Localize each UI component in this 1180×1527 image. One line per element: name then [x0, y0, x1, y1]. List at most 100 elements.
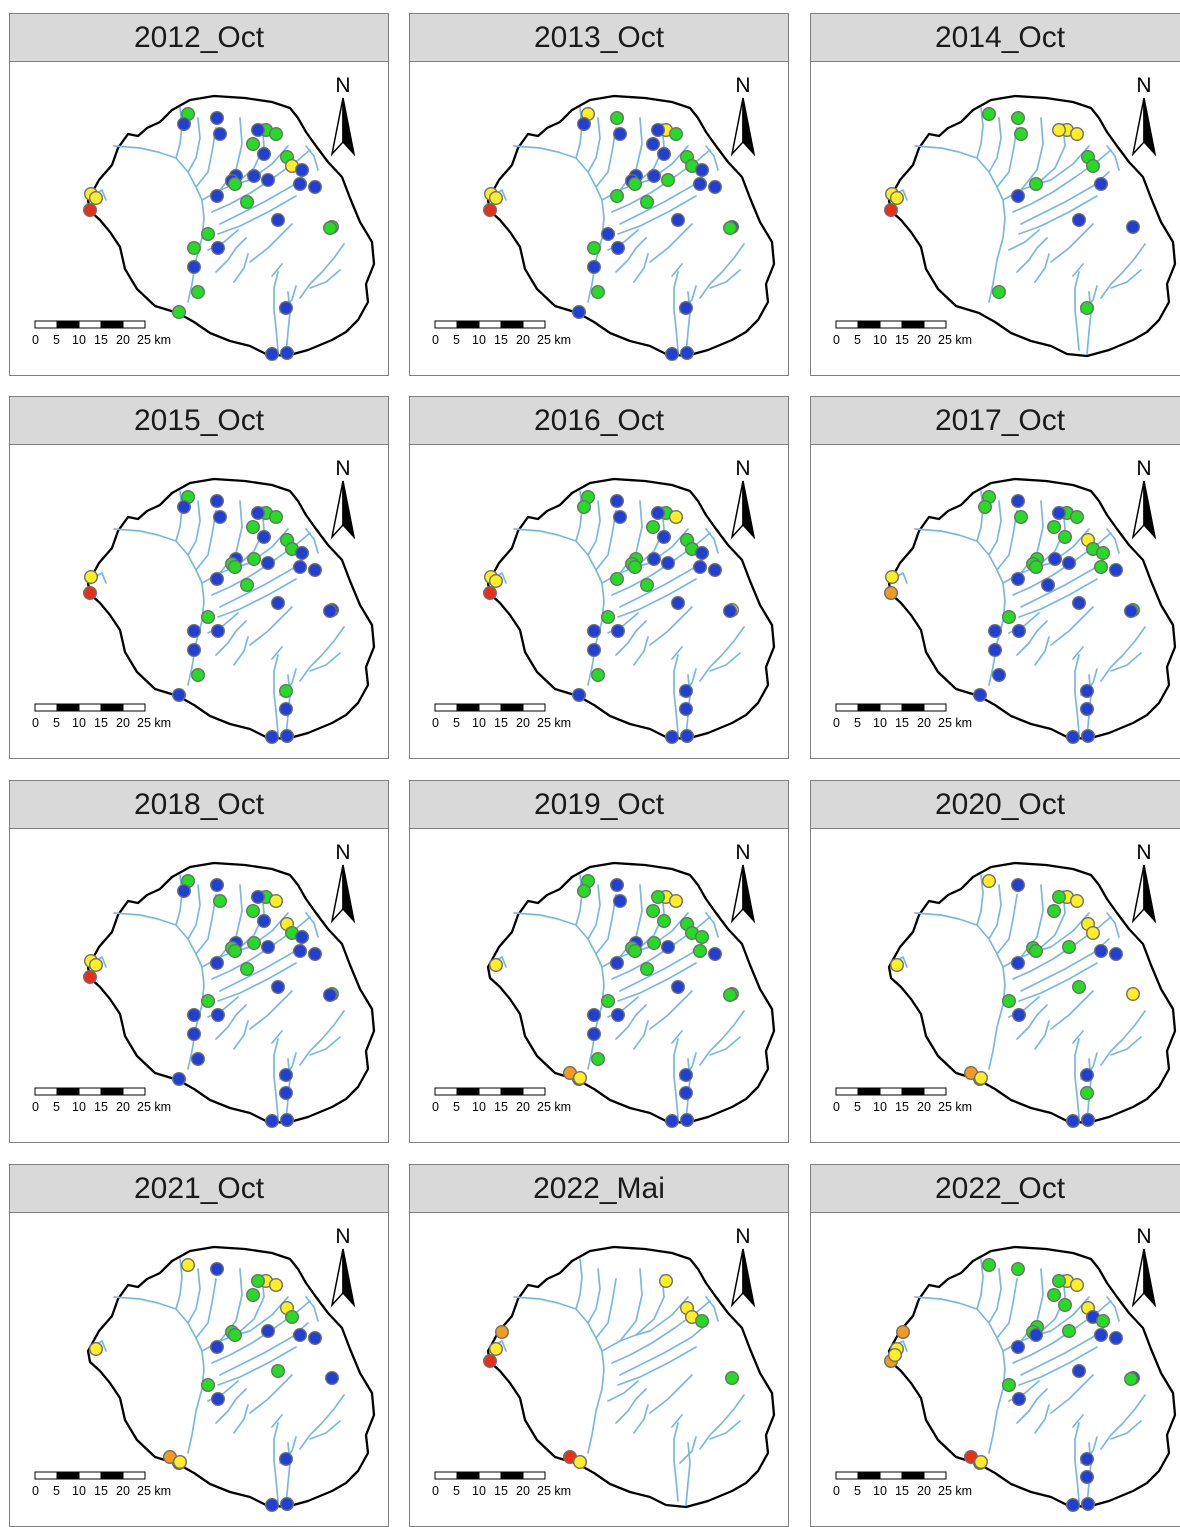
scale-bar-label: 15: [895, 716, 909, 730]
site-marker: [186, 642, 201, 657]
river: [271, 1414, 283, 1428]
river: [273, 271, 279, 351]
site-markers: [482, 1274, 740, 1469]
site-marker: [293, 559, 308, 574]
river: [619, 1274, 665, 1342]
river: [996, 510, 1018, 571]
site-marker: [176, 117, 191, 132]
river: [633, 253, 649, 283]
site-marker: [264, 1114, 279, 1129]
site-marker: [323, 987, 338, 1002]
site-marker: [190, 1051, 205, 1066]
site-marker: [323, 603, 338, 618]
site-marker: [639, 577, 654, 592]
site-marker: [1124, 603, 1139, 618]
site-marker: [576, 884, 591, 899]
site-marker: [279, 300, 294, 315]
site-marker: [285, 1309, 300, 1324]
river: [988, 966, 1006, 1070]
river: [175, 490, 183, 542]
scale-bar-label: 10: [472, 1100, 486, 1114]
river: [619, 1322, 709, 1376]
river: [1034, 1020, 1050, 1050]
river: [705, 912, 719, 938]
river: [249, 223, 293, 263]
river: [217, 1346, 297, 1386]
site-marker: [1010, 878, 1025, 893]
panel-title: 2014_Oct: [811, 14, 1180, 62]
site-marker: [171, 1071, 186, 1086]
site-marker: [308, 562, 323, 577]
scale-bar-label: 20: [917, 1484, 931, 1498]
river: [1106, 912, 1120, 938]
site-marker: [1011, 1391, 1026, 1406]
site-marker: [1046, 903, 1061, 918]
river: [1106, 145, 1120, 171]
scale-bar-label: 10: [472, 333, 486, 347]
river: [271, 263, 283, 277]
site-marker: [271, 212, 286, 227]
river: [1106, 528, 1120, 554]
scale-bar-label: 20: [516, 716, 530, 730]
site-marker: [210, 240, 225, 255]
site-marker: [1126, 986, 1141, 1001]
site-marker: [671, 979, 686, 994]
site-marker: [609, 878, 624, 893]
site-marker: [209, 1262, 224, 1277]
north-arrow-icon: N: [1131, 457, 1157, 540]
site-marker: [308, 179, 323, 194]
scale-bar: 0 5 10 15 20 25 km: [432, 1471, 571, 1498]
scale-bar-label: 10: [72, 1100, 86, 1114]
site-marker: [1070, 893, 1085, 908]
river: [305, 1296, 319, 1322]
scale-bar-label: 10: [72, 716, 86, 730]
panel-title: 2018_Oct: [10, 781, 388, 829]
site-marker: [280, 1497, 295, 1512]
site-marker: [669, 893, 684, 908]
site-marker: [1001, 609, 1016, 624]
river: [635, 528, 689, 568]
site-marker: [227, 1327, 242, 1342]
coastline: [86, 861, 376, 1125]
river: [699, 1394, 745, 1450]
scale-bar-label: 20: [516, 1100, 530, 1114]
scale-bar-label: 25 km: [938, 1100, 972, 1114]
site-marker: [325, 1370, 340, 1385]
island-map: N 0 5 10 15 20 25 km: [410, 62, 788, 375]
site-marker: [695, 1313, 710, 1328]
scale-bar-label: 20: [116, 716, 130, 730]
site-marker: [210, 1007, 225, 1022]
site-marker: [612, 893, 627, 908]
site-marker: [1051, 506, 1066, 521]
coastline: [486, 477, 776, 741]
river: [249, 1374, 293, 1414]
site-marker: [190, 284, 205, 299]
north-label: N: [1136, 1225, 1151, 1248]
island-map-svg: N 0 5 10 15 20 25 km: [32, 841, 376, 1129]
site-marker: [664, 730, 679, 745]
site-marker: [646, 935, 661, 950]
site-marker: [660, 172, 675, 187]
site-marker: [671, 595, 686, 610]
river: [595, 510, 617, 571]
site-marker: [176, 884, 191, 899]
scale-bar-label: 20: [917, 333, 931, 347]
river: [1072, 1030, 1084, 1044]
site-marker: [609, 571, 624, 586]
site-marker: [610, 1007, 625, 1022]
scale-bar-label: 0: [32, 1484, 39, 1498]
river: [617, 962, 697, 1002]
site-marker: [1080, 1067, 1095, 1082]
site-marker: [669, 126, 684, 141]
site-marker: [650, 890, 665, 905]
site-marker: [209, 111, 224, 126]
panel-title: 2021_Oct: [10, 1165, 388, 1213]
river: [699, 626, 745, 682]
river: [988, 1268, 1002, 1324]
site-marker: [1065, 1498, 1080, 1513]
site-marker: [280, 1113, 295, 1128]
scale-bar-label: 5: [854, 716, 861, 730]
island-map-svg: N 0 5 10 15 20 25 km: [833, 1225, 1177, 1513]
site-marker: [679, 702, 694, 717]
scale-bar: 0 5 10 15 20 25 km: [432, 1087, 571, 1114]
